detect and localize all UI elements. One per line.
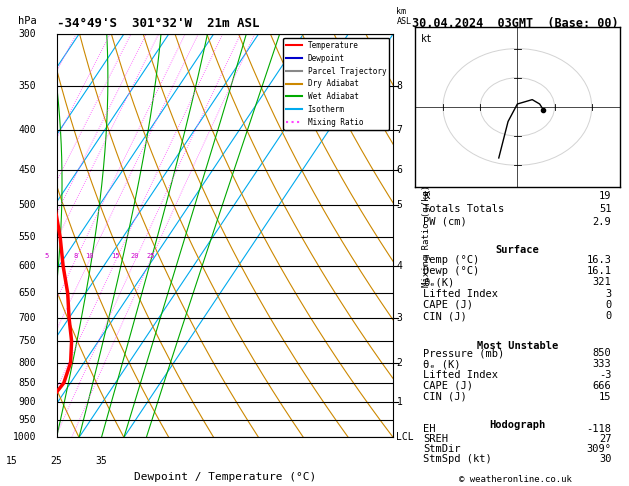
Text: 5: 5 — [45, 253, 48, 259]
Text: -118: -118 — [586, 424, 611, 434]
Text: -34°49'S  301°32'W  21m ASL: -34°49'S 301°32'W 21m ASL — [57, 17, 259, 30]
Text: 10: 10 — [85, 253, 94, 259]
Text: 500: 500 — [19, 200, 36, 210]
Text: Lifted Index: Lifted Index — [423, 289, 498, 298]
Text: 6: 6 — [396, 165, 403, 175]
Text: 15: 15 — [599, 392, 611, 402]
Text: 666: 666 — [593, 381, 611, 391]
Text: 4: 4 — [396, 261, 403, 271]
Text: 30.04.2024  03GMT  (Base: 00): 30.04.2024 03GMT (Base: 00) — [412, 17, 618, 30]
Text: 600: 600 — [19, 261, 36, 271]
Text: θₑ (K): θₑ (K) — [423, 359, 461, 369]
Text: 2.9: 2.9 — [593, 217, 611, 227]
Text: SREH: SREH — [423, 434, 448, 444]
Text: 8: 8 — [396, 81, 403, 91]
Text: LCL: LCL — [396, 433, 414, 442]
Text: 550: 550 — [19, 232, 36, 242]
Text: K: K — [423, 191, 430, 201]
Text: 321: 321 — [593, 278, 611, 287]
Text: 950: 950 — [19, 415, 36, 425]
Text: Temp (°C): Temp (°C) — [423, 255, 479, 265]
Text: 900: 900 — [19, 397, 36, 407]
Text: CAPE (J): CAPE (J) — [423, 381, 473, 391]
Text: Mixing Ratio (g/kg): Mixing Ratio (g/kg) — [422, 185, 431, 287]
Text: EH: EH — [423, 424, 436, 434]
Text: Totals Totals: Totals Totals — [423, 204, 504, 214]
Legend: Temperature, Dewpoint, Parcel Trajectory, Dry Adiabat, Wet Adiabat, Isotherm, Mi: Temperature, Dewpoint, Parcel Trajectory… — [283, 38, 389, 130]
Text: 1000: 1000 — [13, 433, 36, 442]
Text: 800: 800 — [19, 358, 36, 367]
Text: 3: 3 — [605, 289, 611, 298]
Text: hPa: hPa — [18, 16, 36, 26]
Text: 25: 25 — [146, 253, 155, 259]
Text: 650: 650 — [19, 288, 36, 298]
Text: 1: 1 — [396, 397, 403, 407]
Text: -3: -3 — [599, 370, 611, 380]
Text: 3: 3 — [396, 313, 403, 323]
Text: kt: kt — [421, 34, 433, 44]
Text: CAPE (J): CAPE (J) — [423, 300, 473, 310]
Text: 5: 5 — [396, 200, 403, 210]
Text: 15: 15 — [6, 455, 18, 466]
Text: 30: 30 — [599, 454, 611, 464]
Text: StmDir: StmDir — [423, 444, 461, 454]
Text: 16.1: 16.1 — [586, 266, 611, 276]
Text: CIN (J): CIN (J) — [423, 392, 467, 402]
Text: StmSpd (kt): StmSpd (kt) — [423, 454, 492, 464]
Text: 27: 27 — [599, 434, 611, 444]
Text: 51: 51 — [599, 204, 611, 214]
Text: 450: 450 — [19, 165, 36, 175]
Text: Most Unstable: Most Unstable — [477, 341, 558, 351]
Text: Dewp (°C): Dewp (°C) — [423, 266, 479, 276]
Text: 25: 25 — [51, 455, 62, 466]
Text: 0: 0 — [605, 300, 611, 310]
Text: 2: 2 — [396, 358, 403, 367]
Text: 400: 400 — [19, 125, 36, 136]
Text: 15: 15 — [111, 253, 120, 259]
Text: 19: 19 — [599, 191, 611, 201]
Text: 0: 0 — [605, 311, 611, 321]
Text: Lifted Index: Lifted Index — [423, 370, 498, 380]
Text: 350: 350 — [19, 81, 36, 91]
Text: 7: 7 — [396, 125, 403, 136]
Text: CIN (J): CIN (J) — [423, 311, 467, 321]
Text: km
ASL: km ASL — [396, 6, 411, 26]
Text: 35: 35 — [96, 455, 108, 466]
Text: © weatheronline.co.uk: © weatheronline.co.uk — [459, 474, 572, 484]
Text: Dewpoint / Temperature (°C): Dewpoint / Temperature (°C) — [134, 472, 316, 482]
Text: 300: 300 — [19, 29, 36, 39]
Text: 333: 333 — [593, 359, 611, 369]
Text: 20: 20 — [131, 253, 139, 259]
Text: Hodograph: Hodograph — [489, 419, 545, 430]
Text: 8: 8 — [73, 253, 77, 259]
Text: Pressure (mb): Pressure (mb) — [423, 348, 504, 358]
Text: 850: 850 — [19, 378, 36, 388]
Text: 16.3: 16.3 — [586, 255, 611, 265]
Text: 750: 750 — [19, 336, 36, 346]
Text: PW (cm): PW (cm) — [423, 217, 467, 227]
Text: 309°: 309° — [586, 444, 611, 454]
Text: Surface: Surface — [496, 245, 539, 255]
Text: 700: 700 — [19, 313, 36, 323]
Text: θₑ(K): θₑ(K) — [423, 278, 455, 287]
Text: 850: 850 — [593, 348, 611, 358]
